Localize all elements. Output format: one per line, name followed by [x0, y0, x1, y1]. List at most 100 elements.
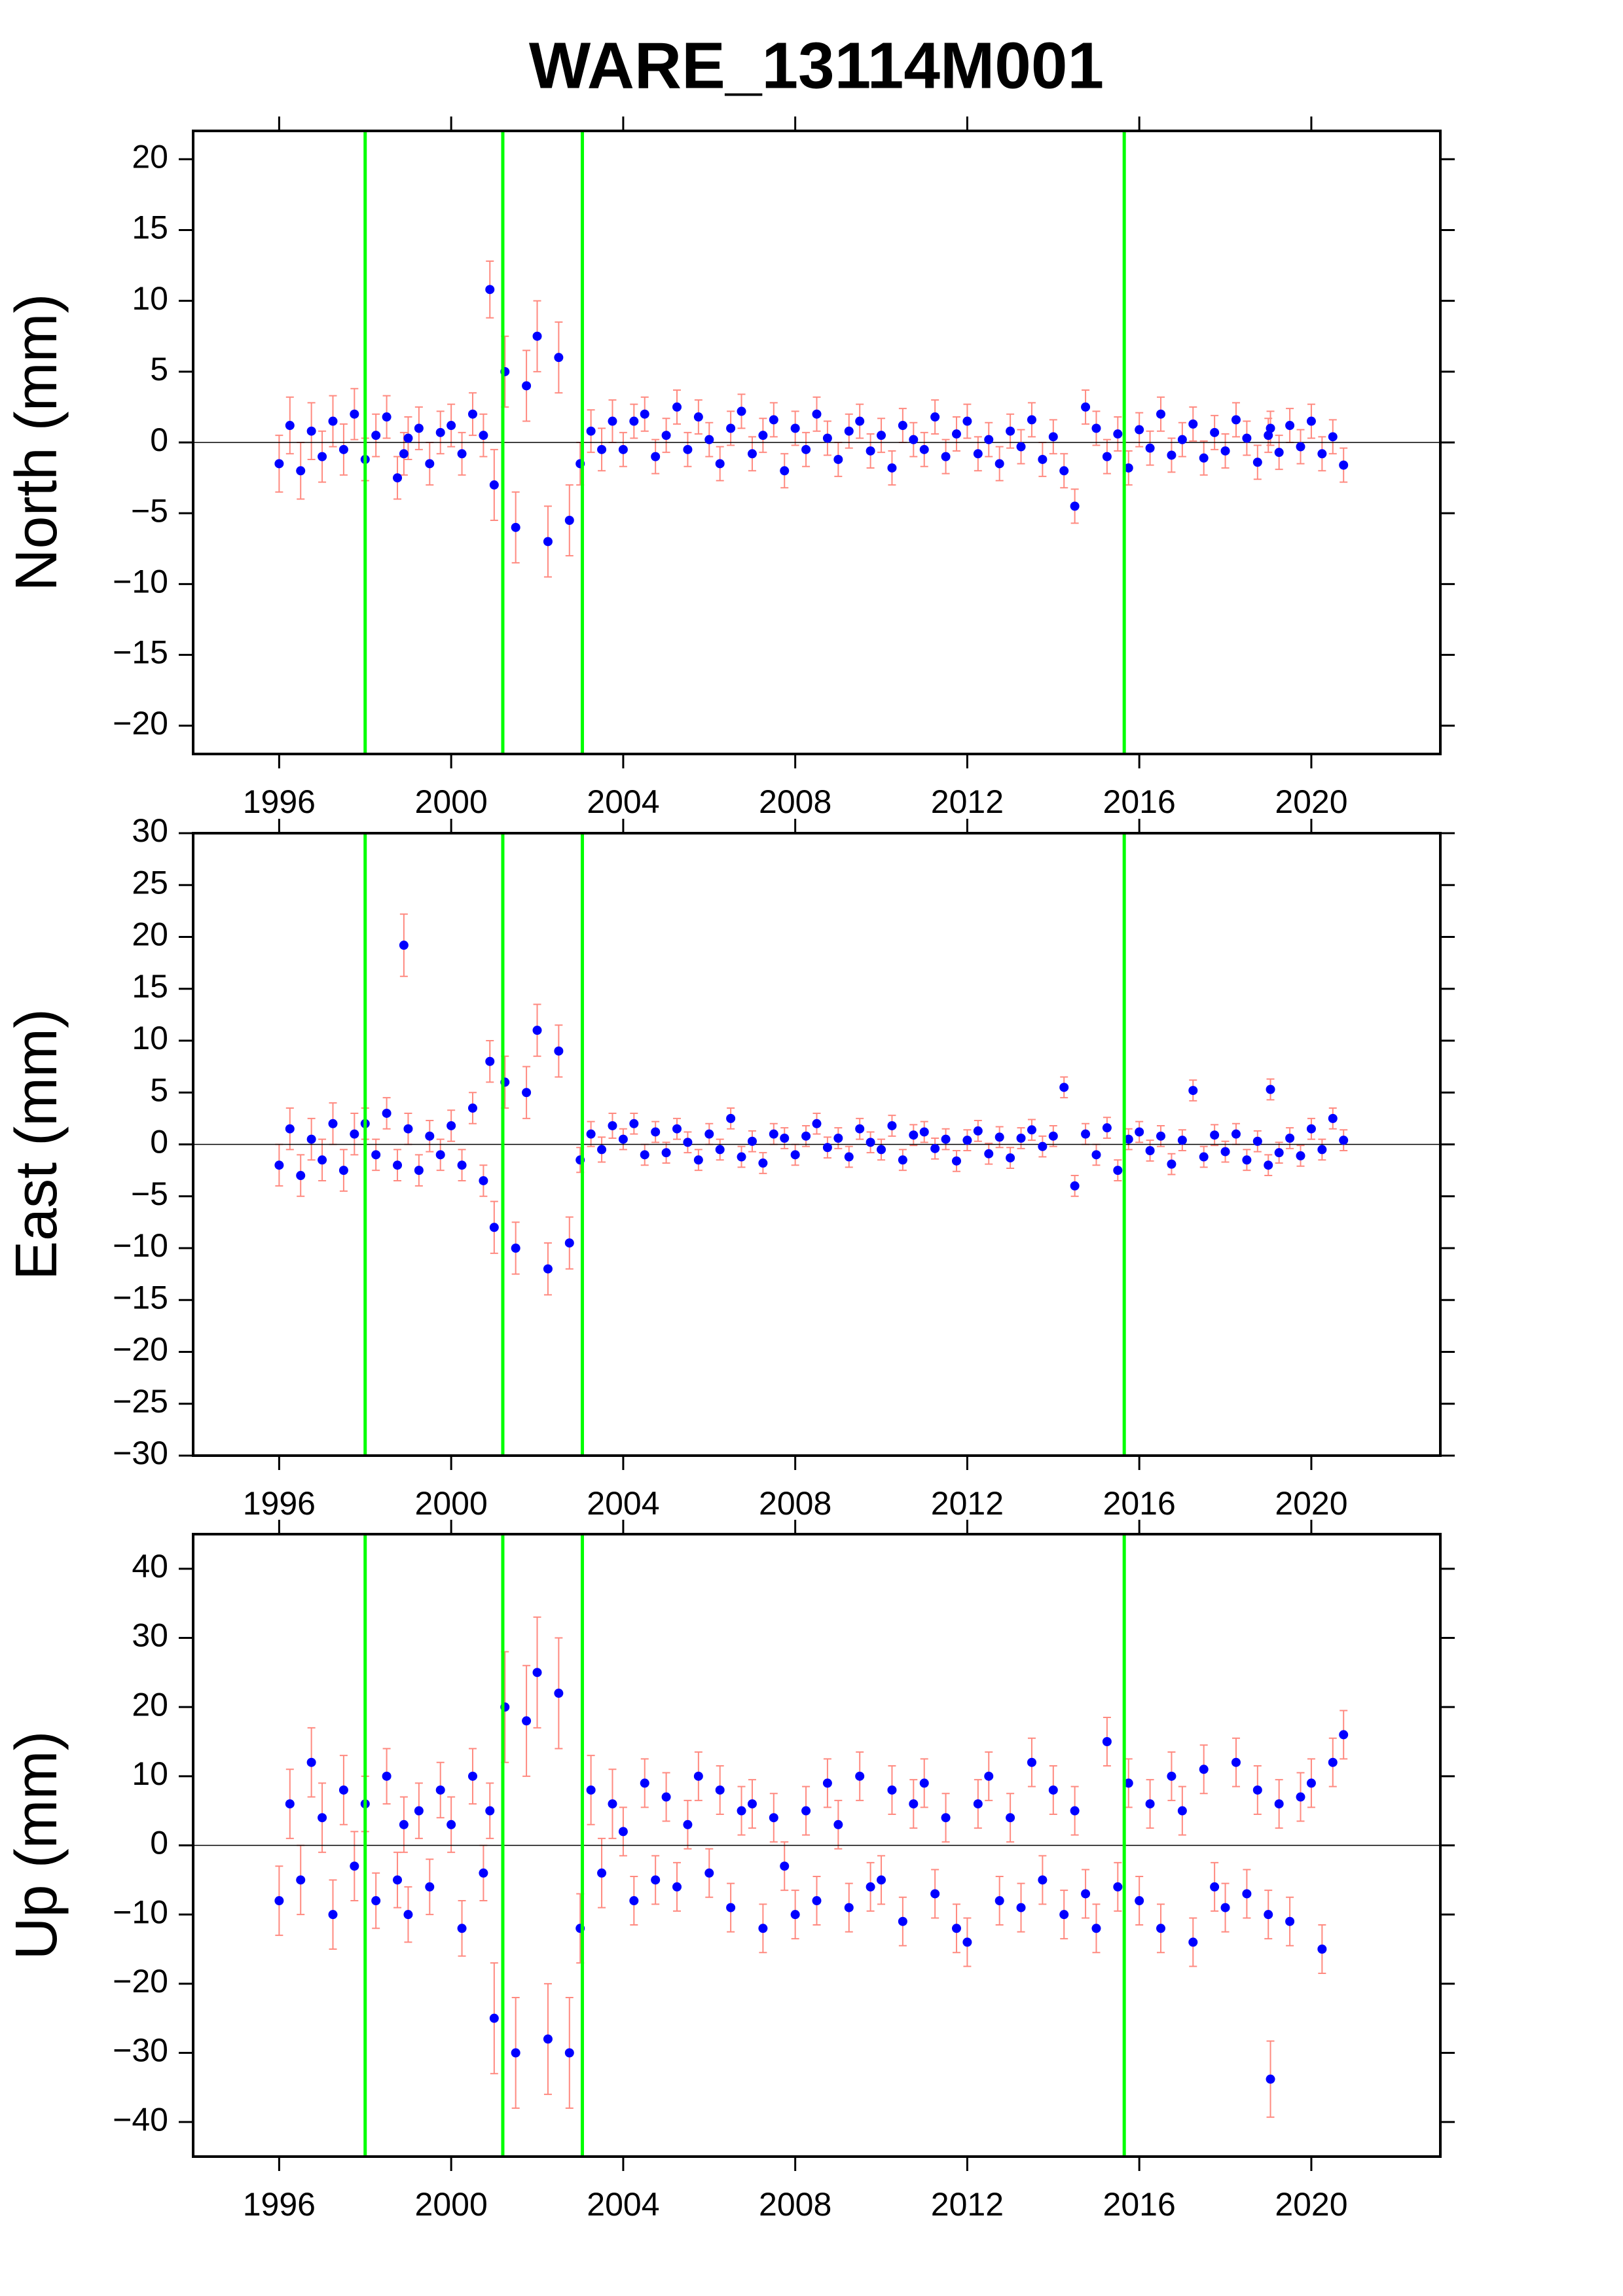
data-point [467, 409, 477, 419]
data-point [1285, 1916, 1295, 1926]
data-point [564, 1238, 574, 1248]
data-point [457, 449, 467, 459]
data-point [801, 444, 811, 454]
y-tick-label: 15 [132, 968, 168, 1005]
data-point [822, 433, 832, 443]
data-point [522, 381, 532, 391]
data-point [597, 1868, 607, 1878]
data-point [1266, 1085, 1275, 1094]
data-point [1231, 1129, 1241, 1139]
data-point [522, 1716, 532, 1726]
data-point [704, 1129, 714, 1139]
data-point [511, 522, 520, 532]
data-point [371, 1896, 381, 1906]
data-point [1016, 1903, 1026, 1912]
data-point [833, 1133, 843, 1143]
y-tick-label: 40 [132, 1548, 168, 1585]
data-point [1266, 423, 1275, 433]
data-point [780, 466, 790, 476]
data-point [801, 1806, 811, 1816]
x-tick-label: 2004 [587, 1485, 659, 1522]
data-point [425, 459, 435, 469]
x-tick-label: 2012 [931, 1485, 1004, 1522]
plot-frame [192, 130, 1442, 755]
data-point [737, 1806, 746, 1816]
data-point [1123, 1778, 1133, 1788]
data-point [479, 431, 488, 440]
data-point [467, 1771, 477, 1781]
y-tick-label: −25 [113, 1383, 168, 1420]
x-tick-label: 2020 [1275, 783, 1347, 820]
y-tick-label: −5 [131, 492, 168, 529]
data-point [855, 416, 865, 426]
x-tick-label: 2020 [1275, 2186, 1347, 2223]
data-point [1266, 2074, 1275, 2084]
data-point [737, 1152, 746, 1162]
data-point [866, 1882, 875, 1892]
data-point [715, 459, 725, 469]
data-point [328, 1910, 338, 1920]
data-point [1081, 402, 1091, 412]
data-point [618, 444, 628, 454]
x-tick-label: 2004 [587, 2186, 659, 2223]
data-point [306, 1757, 316, 1767]
data-point [790, 1910, 800, 1920]
y-tick-label: 20 [132, 1686, 168, 1723]
data-point [704, 1868, 714, 1878]
panel: −40 −30 −20 −10 0 10 20 30 40 1996 2000 2004 2008 201… [4, 1520, 1455, 2223]
data-point [984, 1149, 994, 1158]
data-point [812, 409, 822, 419]
data-point [855, 1771, 865, 1781]
data-point [1135, 1127, 1144, 1137]
y-tick-label: −20 [113, 705, 168, 742]
data-point [962, 1136, 972, 1145]
data-point [1264, 1160, 1273, 1170]
data-point [554, 1046, 564, 1056]
x-tick-label: 1996 [243, 783, 316, 820]
data-point [898, 421, 907, 431]
y-tick-label: −40 [113, 2101, 168, 2138]
data-point [640, 1778, 649, 1788]
y-tick-label: −10 [113, 1227, 168, 1264]
y-tick-label: −5 [131, 1175, 168, 1212]
data-point [1210, 427, 1220, 437]
data-point [1252, 1785, 1262, 1795]
data-point [1027, 1757, 1036, 1767]
data-point [833, 454, 843, 464]
data-point [1102, 1737, 1112, 1746]
data-point [1296, 1792, 1305, 1802]
data-point [919, 444, 929, 454]
data-point [1274, 1148, 1284, 1158]
data-point [543, 537, 553, 547]
data-point [393, 473, 403, 483]
y-tick-label: −15 [113, 1279, 168, 1316]
data-point [554, 1689, 564, 1698]
data-point [844, 1152, 854, 1162]
y-axis-label: Up (mm) [4, 1731, 69, 1960]
data-point [586, 1785, 596, 1795]
data-point [382, 412, 392, 422]
x-tick-label: 2008 [759, 2186, 831, 2223]
data-point [1113, 429, 1123, 439]
data-point [726, 423, 736, 433]
data-point [898, 1916, 907, 1926]
data-point [1038, 454, 1048, 464]
data-point [898, 1155, 907, 1165]
data-point [1156, 1924, 1166, 1933]
data-point [403, 1124, 413, 1134]
data-point [715, 1145, 725, 1155]
data-point [822, 1778, 832, 1788]
data-point [522, 1088, 532, 1098]
data-point [1156, 1131, 1166, 1141]
data-point [877, 431, 886, 440]
data-point [318, 1155, 327, 1165]
data-point [608, 1799, 617, 1809]
data-point [371, 431, 381, 440]
data-point [887, 1785, 897, 1795]
data-point [306, 426, 316, 436]
data-point [790, 1150, 800, 1160]
data-point [1328, 432, 1338, 442]
data-point [1317, 1145, 1327, 1155]
data-point [532, 1668, 542, 1677]
data-point [790, 423, 800, 433]
